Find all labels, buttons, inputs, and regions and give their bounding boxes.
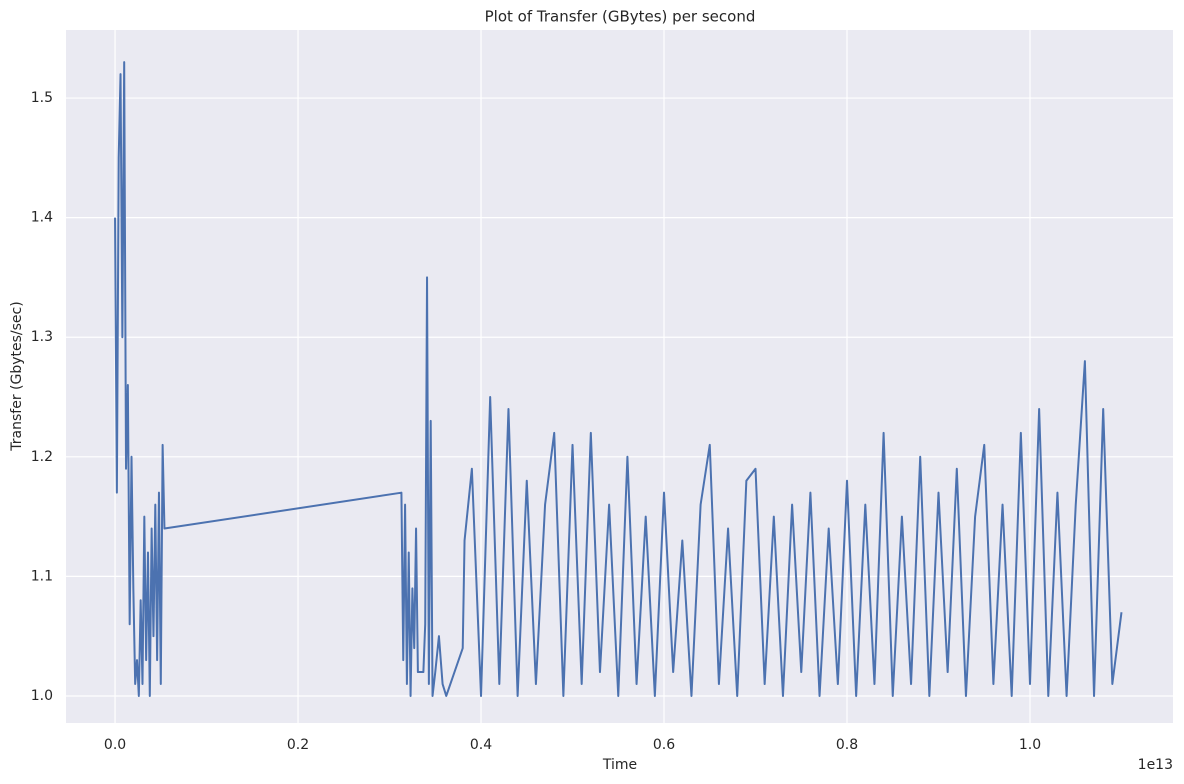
x-tick-label: 1.0 bbox=[1019, 737, 1041, 753]
x-axis-label: Time bbox=[602, 757, 637, 773]
chart-title: Plot of Transfer (GBytes) per second bbox=[485, 8, 756, 26]
grid bbox=[66, 30, 1173, 723]
x-tick-label: 0.0 bbox=[104, 737, 126, 753]
data-line bbox=[114, 61, 1123, 697]
y-tick-label: 1.4 bbox=[31, 210, 53, 226]
plot-area bbox=[66, 30, 1173, 723]
y-tick-label: 1.1 bbox=[31, 568, 53, 584]
y-tick-label: 1.0 bbox=[31, 688, 53, 704]
y-tick-label: 1.3 bbox=[31, 329, 53, 345]
y-tick-label: 1.5 bbox=[31, 90, 53, 106]
x-tick-label: 0.8 bbox=[836, 737, 858, 753]
x-tick-label: 0.2 bbox=[287, 737, 309, 753]
x-tick-label: 0.4 bbox=[470, 737, 492, 753]
x-offset-label: 1e13 bbox=[1138, 757, 1173, 773]
y-axis-label: Transfer (Gbytes/sec) bbox=[9, 301, 25, 451]
y-tick-label: 1.2 bbox=[31, 449, 53, 465]
x-tick-label: 0.6 bbox=[653, 737, 675, 753]
